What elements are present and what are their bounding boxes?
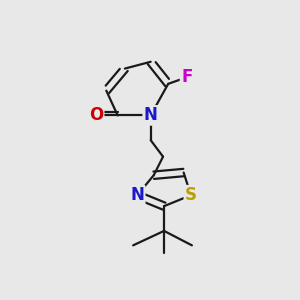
- Text: F: F: [181, 68, 192, 86]
- Text: O: O: [89, 106, 103, 124]
- Text: S: S: [185, 186, 197, 204]
- Text: N: N: [144, 106, 158, 124]
- Text: N: N: [130, 186, 144, 204]
